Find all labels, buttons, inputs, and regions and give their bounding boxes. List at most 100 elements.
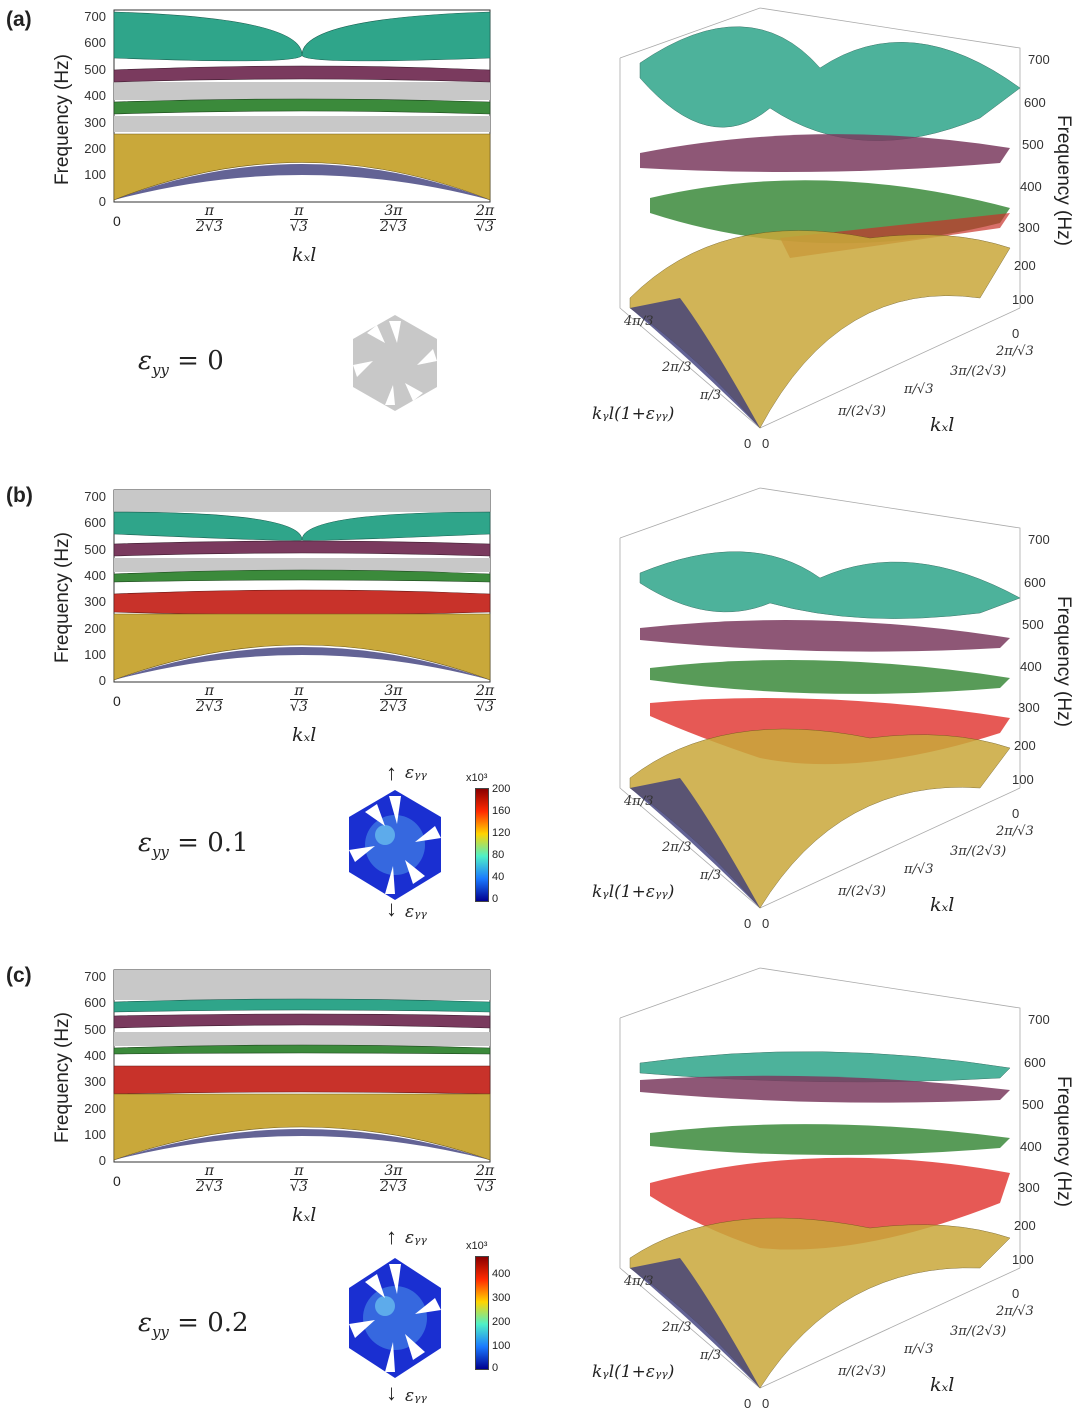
- arrow-down-icon: ↓: [386, 1380, 397, 1405]
- y-tick-3d: 4π/3: [624, 794, 654, 809]
- y-tick: 600: [84, 995, 106, 1010]
- surface-blue: [630, 778, 760, 908]
- x-tick-3d: 2π/√3: [996, 344, 1034, 359]
- x-tick: 3π 2√3: [380, 683, 407, 715]
- stress-map-icon: [349, 790, 441, 900]
- z-tick: 400: [1020, 659, 1042, 674]
- surface-purple: [640, 134, 1010, 172]
- y-tick: 500: [84, 62, 106, 77]
- z-tick: 300: [1018, 1180, 1040, 1195]
- panel-tag: (b): [6, 484, 33, 507]
- arrow-up-icon: ↑: [386, 1224, 397, 1249]
- colorbar-tick: 120: [492, 827, 511, 839]
- y-tick: 100: [84, 167, 106, 182]
- colorbar: [475, 788, 489, 902]
- x-tick: π √3: [290, 683, 308, 715]
- z-tick: 700: [1028, 1012, 1050, 1027]
- z-tick: 100: [1012, 1252, 1034, 1267]
- surface-teal: [639, 26, 1021, 141]
- colorbar-scale-label: x10³: [466, 1240, 488, 1252]
- z-tick: 700: [1028, 532, 1050, 547]
- x-tick-3d: 3π/(2√3): [950, 1324, 1007, 1339]
- y-tick: 300: [84, 1074, 106, 1089]
- y-tick: 200: [84, 1101, 106, 1116]
- unit-cell-icon: [353, 315, 437, 411]
- z-axis-label: Frequency (Hz): [1053, 596, 1074, 727]
- colorbar-tick: 0: [492, 893, 499, 905]
- colorbar-tick: 40: [492, 871, 505, 883]
- colorbar: [475, 1256, 489, 1370]
- x-tick: π √3: [290, 203, 308, 235]
- y-tick: 100: [84, 1127, 106, 1142]
- band-teal: [113, 998, 491, 1013]
- x-tick: π 2√3: [196, 1163, 223, 1195]
- z-tick: 200: [1014, 258, 1036, 273]
- x-tick-3d: 2π/√3: [996, 824, 1034, 839]
- surface-blue: [630, 298, 760, 428]
- z-tick: 500: [1022, 617, 1044, 632]
- y-tick-3d: 2π/3: [662, 360, 692, 375]
- surface-purple: [640, 620, 1010, 652]
- band-green: [113, 569, 491, 583]
- z-tick: 600: [1024, 575, 1046, 590]
- y-tick: 600: [84, 35, 106, 50]
- band-structure-plot: [113, 9, 491, 203]
- z-tick: 300: [1018, 220, 1040, 235]
- band-blue: [114, 1129, 490, 1160]
- band-gap: [114, 490, 490, 512]
- surface-purple: [640, 1075, 1010, 1103]
- band-teal: [113, 11, 491, 62]
- strain-arrow-label: εᵧᵧ: [405, 1386, 427, 1406]
- x-tick-3d: π/√3: [904, 382, 934, 397]
- strain-arrow-label: εᵧᵧ: [405, 902, 427, 922]
- surface-teal: [639, 551, 1021, 619]
- z-tick: 100: [1012, 292, 1034, 307]
- band-blue: [114, 164, 490, 200]
- x-tick-3d: 0: [762, 1396, 770, 1411]
- y-tick-3d: 0: [744, 1396, 752, 1411]
- strain-arrow-label: εᵧᵧ: [405, 763, 427, 783]
- dispersion-3d-plot: [619, 967, 1021, 1389]
- surface-green: [650, 660, 1010, 694]
- y-tick: 0: [98, 673, 106, 688]
- y-tick: 700: [84, 969, 106, 984]
- strain-label: εyy = 0.1: [138, 828, 249, 862]
- y-tick: 300: [84, 115, 106, 130]
- band-structure-plot: [113, 969, 491, 1163]
- band-gap: [114, 82, 490, 100]
- y-tick-3d: 0: [744, 916, 752, 931]
- band-x-label: kₓl: [292, 724, 317, 746]
- band-gap: [114, 970, 490, 1000]
- colorbar-scale-label: x10³: [466, 772, 488, 784]
- z-tick: 0: [1012, 1286, 1020, 1301]
- band-y-label: Frequency (Hz): [52, 54, 73, 185]
- y-tick-3d: π/3: [700, 868, 722, 883]
- band-purple: [113, 1013, 491, 1029]
- z-tick: 200: [1014, 738, 1036, 753]
- y-tick: 400: [84, 1048, 106, 1063]
- x-tick-3d: 0: [762, 436, 770, 451]
- band-purple: [113, 540, 491, 557]
- y-tick: 200: [84, 621, 106, 636]
- z-axis-label: Frequency (Hz): [1053, 1076, 1074, 1207]
- band-y-label: Frequency (Hz): [52, 532, 73, 663]
- band-x-label: kₓl: [292, 244, 317, 266]
- y-tick-3d: 4π/3: [624, 314, 654, 329]
- band-y-label: Frequency (Hz): [52, 1012, 73, 1143]
- x-tick-3d: π/√3: [904, 1342, 934, 1357]
- colorbar-tick: 200: [492, 1316, 511, 1328]
- z-tick: 400: [1020, 1139, 1042, 1154]
- x-tick-3d: π/(2√3): [838, 884, 886, 899]
- y-tick: 0: [98, 1153, 106, 1168]
- y-tick-3d: 4π/3: [624, 1274, 654, 1289]
- band-gap: [114, 116, 490, 132]
- panel-a: (a) Frequency (Hz) 700 600 500 400 300 2…: [0, 0, 1077, 470]
- x-tick: π √3: [290, 1163, 308, 1195]
- x-tick-3d: 2π/√3: [996, 1304, 1034, 1319]
- z-tick: 200: [1014, 1218, 1036, 1233]
- y-tick-3d: 2π/3: [662, 1320, 692, 1335]
- y-tick: 400: [84, 568, 106, 583]
- y-tick: 300: [84, 594, 106, 609]
- surface-blue: [630, 1258, 760, 1388]
- y-tick: 200: [84, 141, 106, 156]
